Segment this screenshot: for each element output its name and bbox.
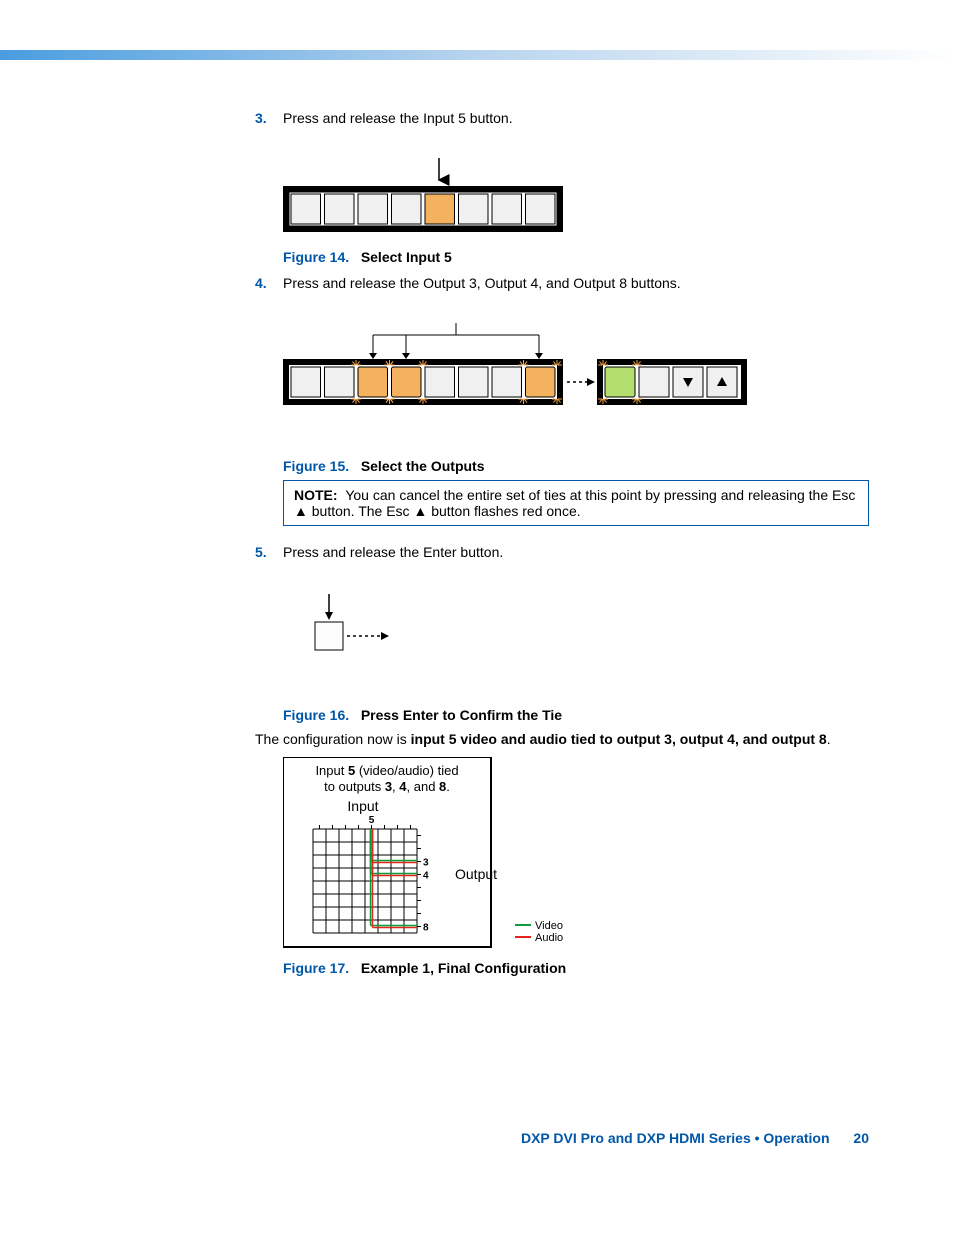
note-text-2: button. The Esc: [308, 503, 414, 519]
figure-14-caption: Figure 14. Select Input 5: [283, 249, 869, 265]
svg-text:4: 4: [423, 871, 429, 882]
figure-15-caption: Figure 15. Select the Outputs: [283, 458, 869, 474]
figure-17-svg: Input 5 (video/audio) tied to outputs 3,…: [283, 757, 583, 949]
figure-15-title: Select the Outputs: [361, 458, 485, 474]
note-label: NOTE:: [294, 487, 338, 503]
step-3-num: 3.: [255, 110, 283, 126]
figure-17: Input 5 (video/audio) tied to outputs 3,…: [283, 757, 869, 952]
figure-16-label: Figure 16.: [283, 707, 349, 723]
figure-15: [283, 319, 869, 418]
up-triangle-icon-2: ▲: [413, 503, 427, 519]
config-bold: input 5 video and audio tied to output 3…: [411, 731, 827, 747]
config-post: .: [827, 731, 831, 747]
figure-14-label: Figure 14.: [283, 249, 349, 265]
step-4-num: 4.: [255, 275, 283, 291]
figure-16: [283, 588, 869, 663]
step-3: 3. Press and release the Input 5 button.: [255, 110, 869, 126]
note-box: NOTE: You can cancel the entire set of t…: [283, 480, 869, 526]
svg-text:Audio: Audio: [535, 932, 563, 944]
step-3-text: Press and release the Input 5 button.: [283, 110, 869, 126]
figure-16-caption: Figure 16. Press Enter to Confirm the Ti…: [283, 707, 869, 723]
svg-text:3: 3: [423, 858, 429, 869]
svg-text:Input 5 (video/audio) tied: Input 5 (video/audio) tied: [315, 763, 458, 778]
page-content: 3. Press and release the Input 5 button.…: [0, 60, 954, 1020]
figure-15-label: Figure 15.: [283, 458, 349, 474]
svg-text:Input: Input: [347, 798, 378, 814]
top-gradient-bar: [0, 50, 954, 60]
svg-text:to outputs 3, 4, and 8.: to outputs 3, 4, and 8.: [324, 779, 450, 794]
footer-page: 20: [853, 1130, 869, 1146]
config-text: The configuration now is input 5 video a…: [255, 731, 869, 747]
figure-17-label: Figure 17.: [283, 960, 349, 976]
step-4-text: Press and release the Output 3, Output 4…: [283, 275, 869, 291]
config-pre: The configuration now is: [255, 731, 411, 747]
figure-16-svg: [283, 588, 423, 660]
figure-14-title: Select Input 5: [361, 249, 452, 265]
figure-17-caption: Figure 17. Example 1, Final Configuratio…: [283, 960, 869, 976]
step-4: 4. Press and release the Output 3, Outpu…: [255, 275, 869, 291]
up-triangle-icon: ▲: [294, 503, 308, 519]
step-5-num: 5.: [255, 544, 283, 560]
figure-15-svg: [283, 319, 753, 415]
footer-title: DXP DVI Pro and DXP HDMI Series • Operat…: [521, 1130, 830, 1146]
figure-16-title: Press Enter to Confirm the Tie: [361, 707, 562, 723]
step-5-text: Press and release the Enter button.: [283, 544, 869, 560]
note-text-3: button flashes red once.: [427, 503, 580, 519]
svg-text:8: 8: [423, 923, 429, 934]
svg-text:Output: Output: [455, 866, 497, 882]
figure-14-svg: [283, 154, 563, 238]
page-footer: DXP DVI Pro and DXP HDMI Series • Operat…: [0, 1130, 869, 1146]
svg-text:Video: Video: [535, 920, 563, 932]
note-text-1: You can cancel the entire set of ties at…: [345, 487, 855, 503]
step-5: 5. Press and release the Enter button.: [255, 544, 869, 560]
figure-17-title: Example 1, Final Configuration: [361, 960, 566, 976]
figure-14: [283, 154, 869, 241]
svg-text:5: 5: [369, 815, 375, 826]
